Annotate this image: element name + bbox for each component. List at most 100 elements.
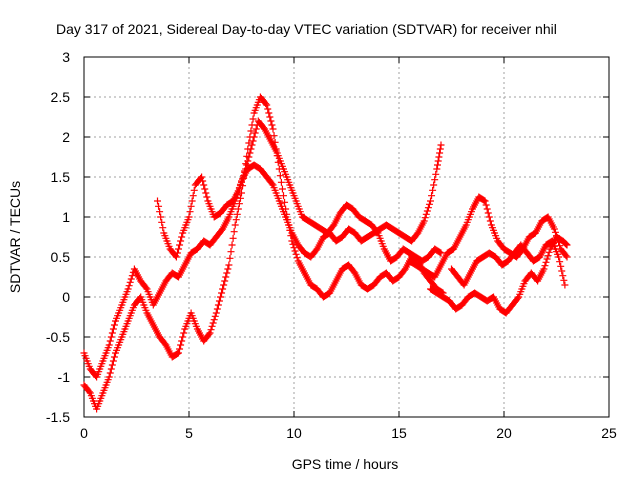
data-point bbox=[560, 276, 568, 284]
data-point bbox=[190, 186, 198, 194]
data-point bbox=[108, 361, 116, 369]
plot-frame bbox=[83, 56, 610, 418]
data-point bbox=[105, 373, 113, 381]
data-point bbox=[249, 115, 257, 123]
data-point bbox=[240, 172, 248, 180]
data-point bbox=[212, 309, 220, 317]
data-point bbox=[562, 252, 570, 260]
data-point bbox=[251, 129, 259, 137]
data-point bbox=[558, 267, 566, 275]
data-point bbox=[563, 241, 571, 249]
data-point bbox=[247, 127, 255, 135]
data-point bbox=[280, 192, 287, 200]
data-point bbox=[176, 345, 184, 353]
data-point bbox=[209, 319, 217, 327]
y-tick-label: -1 bbox=[58, 369, 71, 385]
data-point bbox=[436, 149, 444, 157]
data-point bbox=[428, 192, 436, 200]
data-point bbox=[248, 141, 256, 149]
data-point bbox=[514, 294, 522, 302]
y-tick-label: 2 bbox=[62, 129, 70, 145]
data-point bbox=[234, 205, 242, 213]
y-tick-label: 3 bbox=[62, 49, 70, 65]
data-point bbox=[226, 254, 234, 262]
x-tick-label: 25 bbox=[601, 425, 617, 441]
data-point bbox=[249, 137, 257, 145]
data-point bbox=[429, 186, 437, 194]
data-point bbox=[215, 297, 223, 305]
series-4 bbox=[427, 233, 571, 317]
data-point bbox=[203, 193, 211, 201]
data-point bbox=[245, 153, 253, 161]
data-point bbox=[289, 240, 297, 248]
data-point bbox=[230, 228, 238, 236]
data-point bbox=[268, 180, 276, 188]
data-point bbox=[270, 132, 278, 140]
data-point bbox=[268, 121, 276, 129]
data-point bbox=[235, 185, 243, 193]
data-point bbox=[482, 201, 490, 209]
data-point bbox=[177, 237, 185, 245]
data-point bbox=[155, 202, 163, 210]
data-point bbox=[107, 365, 115, 373]
data-point bbox=[247, 145, 255, 153]
data-point bbox=[486, 217, 494, 225]
data-point bbox=[263, 101, 271, 109]
data-point bbox=[127, 275, 135, 283]
data-point bbox=[185, 213, 193, 221]
data-point bbox=[422, 210, 430, 218]
x-tick-label: 20 bbox=[496, 425, 512, 441]
data-point bbox=[176, 241, 184, 249]
data-point bbox=[562, 240, 570, 248]
data-point bbox=[250, 133, 258, 141]
data-point bbox=[284, 216, 292, 224]
data-point bbox=[430, 181, 438, 189]
x-tick-label: 10 bbox=[286, 425, 302, 441]
data-point bbox=[217, 293, 224, 301]
chart-title: Day 317 of 2021, Sidereal Day-to-day VTE… bbox=[56, 21, 557, 37]
y-tick-label: 2.5 bbox=[51, 89, 71, 105]
data-point bbox=[175, 245, 182, 253]
data-point bbox=[433, 165, 441, 173]
data-point bbox=[223, 269, 231, 277]
data-point bbox=[201, 185, 209, 193]
data-point bbox=[238, 178, 245, 186]
data-point bbox=[158, 218, 166, 226]
y-tick-label: -0.5 bbox=[46, 329, 70, 345]
data-point bbox=[105, 341, 113, 349]
data-point bbox=[106, 369, 114, 377]
y-axis-label: SDTVAR / TECUs bbox=[7, 181, 23, 293]
data-point bbox=[435, 153, 443, 161]
data-point bbox=[177, 341, 185, 349]
data-point bbox=[106, 337, 114, 345]
data-point bbox=[200, 181, 208, 189]
data-point bbox=[242, 165, 250, 173]
data-point bbox=[187, 202, 195, 210]
data-point bbox=[550, 225, 558, 233]
data-point bbox=[210, 316, 218, 324]
x-tick-label: 5 bbox=[185, 425, 193, 441]
data-point bbox=[180, 329, 188, 337]
data-point bbox=[110, 321, 118, 329]
data-point bbox=[206, 329, 214, 337]
data-point bbox=[544, 252, 552, 260]
data-point bbox=[189, 192, 197, 200]
data-point bbox=[128, 272, 136, 280]
series-2 bbox=[154, 117, 445, 265]
data-point bbox=[283, 210, 291, 218]
data-point bbox=[233, 210, 241, 218]
data-point bbox=[124, 285, 132, 293]
data-point bbox=[178, 233, 186, 241]
data-point bbox=[109, 325, 117, 333]
data-point bbox=[480, 196, 488, 204]
data-point bbox=[157, 213, 165, 221]
data-point bbox=[239, 175, 247, 183]
data-point bbox=[286, 226, 294, 234]
data-points bbox=[80, 93, 571, 413]
data-point bbox=[236, 182, 244, 190]
data-point bbox=[109, 357, 117, 365]
data-point bbox=[373, 228, 381, 236]
data-point bbox=[555, 253, 563, 261]
data-point bbox=[431, 176, 439, 184]
data-point bbox=[481, 197, 489, 205]
